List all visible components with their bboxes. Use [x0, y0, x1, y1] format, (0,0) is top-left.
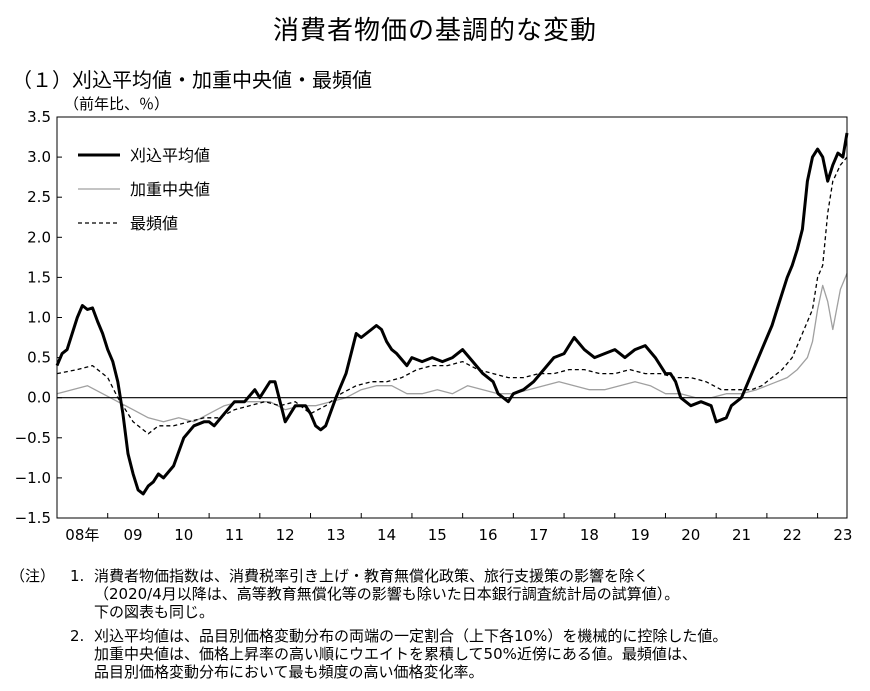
x-tick-label: 19 [631, 526, 650, 544]
note-line: 加重中央値は、価格上昇率の高い順にウエイトを累積して50%近傍にある値。最頻値は… [94, 645, 697, 663]
x-tick-label: 20 [681, 526, 700, 544]
note-line: 品目別価格変動分布において最も頻度の高い価格変化率。 [94, 663, 484, 681]
note-line: 刈込平均値は、品目別価格変動分布の両端の一定割合（上下各10%）を機械的に控除し… [94, 627, 728, 645]
series-lines [55, 132, 849, 496]
x-tick-label: 10 [174, 526, 193, 544]
y-tick-label: −0.5 [15, 429, 51, 447]
y-axis-unit-label: （前年比、％） [64, 95, 170, 113]
x-tick-label: 09 [124, 526, 143, 544]
note-line: 下の図表も同じ。 [94, 603, 215, 621]
x-tick-label: 17 [529, 526, 548, 544]
x-tick-label: 13 [326, 526, 345, 544]
y-tick-label: 2.5 [27, 188, 51, 206]
y-tick-label: 0.5 [27, 349, 51, 367]
x-tick-label: 14 [377, 526, 396, 544]
notes-head: （注） [10, 567, 56, 585]
legend-label: 加重中央値 [130, 180, 210, 199]
line-chart: 3.5 3.0 2.5 2.0 1.5 1.0 0.5 0.0 −0.5 −1.0 −1.5 08年… [15, 108, 853, 544]
note-line: 消費者物価指数は、消費税率引き上げ・教育無償化政策、旅行支援策の影響を除く [94, 567, 650, 585]
y-tick-label: 1.5 [27, 268, 51, 286]
x-axis-ticks: 08年 09 10 11 12 13 14 15 16 17 18 19 20 21 22 23 [56, 513, 852, 544]
x-tick-label: 08年 [65, 526, 99, 544]
note-number: 1. [70, 567, 85, 585]
x-tick-label: 16 [478, 526, 497, 544]
x-tick-label: 15 [428, 526, 447, 544]
y-tick-label: −1.0 [15, 469, 51, 487]
note-2: 2. 刈込平均値は、品目別価格変動分布の両端の一定割合（上下各10%）を機械的に… [10, 627, 865, 681]
x-tick-label: 11 [225, 526, 244, 544]
x-tick-label: 22 [783, 526, 802, 544]
y-tick-label: 0.0 [27, 389, 51, 407]
legend-label: 刈込平均値 [130, 146, 210, 165]
y-tick-label: −1.5 [15, 509, 51, 527]
x-tick-label: 21 [732, 526, 751, 544]
series-line-3 [56, 156, 848, 435]
notes-block: （注） 1. 消費者物価指数は、消費税率引き上げ・教育無償化政策、旅行支援策の影… [10, 567, 865, 681]
series-line-1 [55, 132, 849, 496]
note-line: （2020/4月以降は、高等教育無償化等の影響も除いた日本銀行調査統計局の試算値… [94, 585, 680, 603]
page-title: 消費者物価の基調的な変動 [272, 16, 597, 46]
series-line-2 [56, 273, 848, 423]
y-tick-label: 3.5 [27, 108, 51, 126]
legend-label: 最頻値 [130, 214, 178, 233]
x-tick-label: 18 [580, 526, 599, 544]
note-number: 2. [70, 627, 85, 645]
plot-frame [56, 116, 848, 519]
section-title: （１）刈込平均値・加重中央値・最頻値 [12, 68, 372, 92]
x-tick-label: 23 [833, 526, 852, 544]
y-tick-label: 3.0 [27, 148, 51, 166]
y-axis-ticks: 3.5 3.0 2.5 2.0 1.5 1.0 0.5 0.0 −0.5 −1.0 −1.5 [15, 108, 62, 527]
y-tick-label: 1.0 [27, 309, 51, 327]
x-tick-label: 12 [276, 526, 295, 544]
note-1: （注） 1. 消費者物価指数は、消費税率引き上げ・教育無償化政策、旅行支援策の影… [10, 567, 865, 621]
y-tick-label: 2.0 [27, 228, 51, 246]
